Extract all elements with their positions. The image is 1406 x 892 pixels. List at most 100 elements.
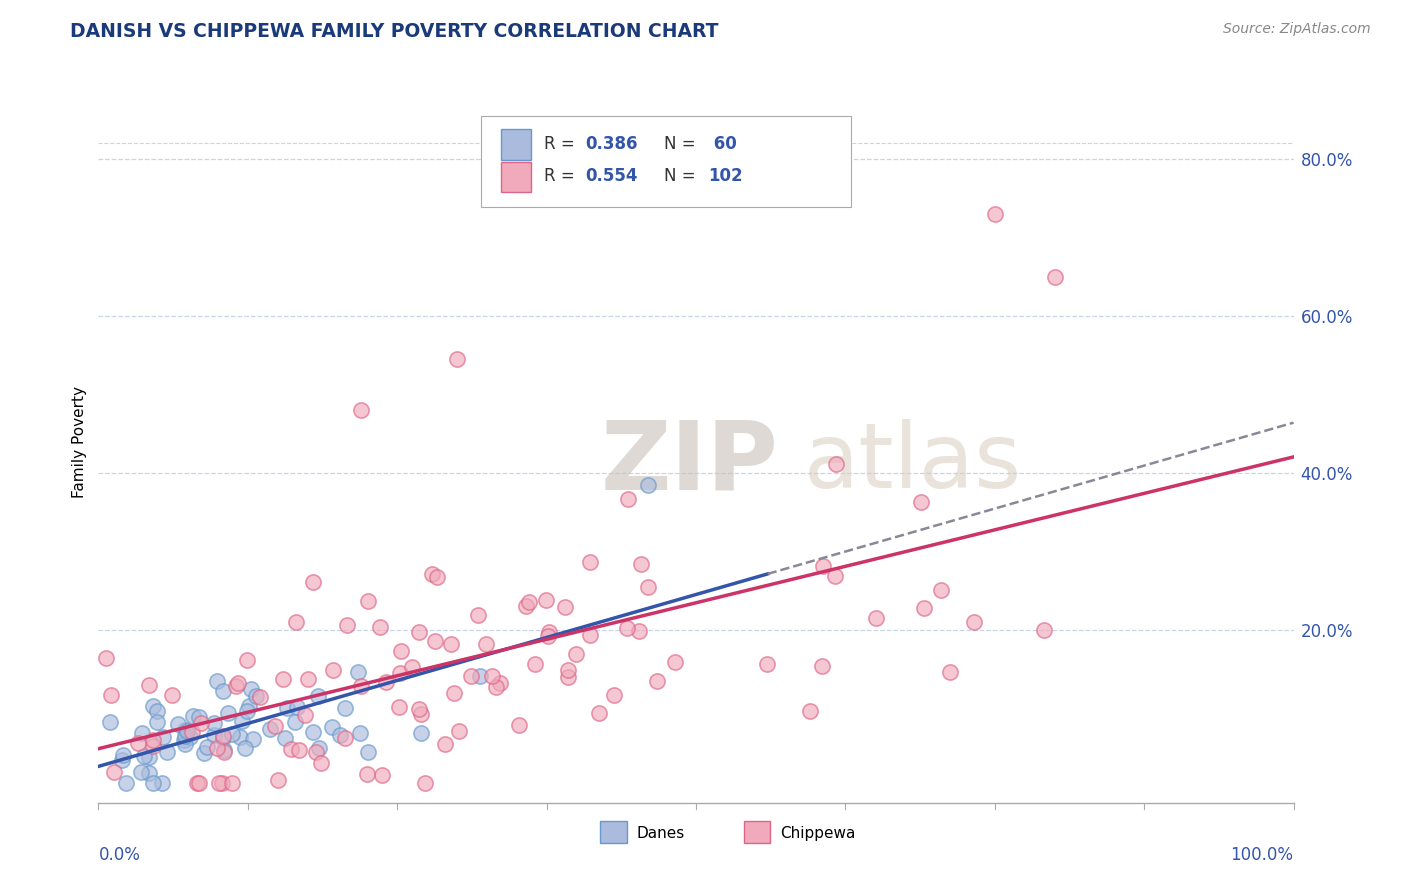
Text: Danes: Danes — [636, 826, 685, 841]
Point — [212, 731, 235, 745]
Point — [142, 776, 165, 790]
Text: R =: R = — [544, 168, 581, 186]
Point — [350, 403, 373, 417]
Point — [202, 715, 225, 730]
Point — [208, 776, 231, 790]
Point — [152, 730, 174, 744]
Point — [221, 727, 243, 741]
Point — [929, 582, 952, 597]
Point — [138, 766, 160, 780]
Point — [408, 624, 430, 639]
Point — [211, 683, 233, 698]
Point — [187, 776, 209, 790]
Text: Source: ZipAtlas.com: Source: ZipAtlas.com — [1223, 22, 1371, 37]
Point — [537, 629, 560, 643]
Point — [245, 689, 267, 703]
Point — [249, 690, 271, 705]
Point — [212, 729, 235, 743]
Bar — [600, 821, 627, 843]
Point — [236, 653, 259, 667]
Point — [98, 714, 121, 729]
Point — [221, 776, 243, 790]
Point — [226, 675, 249, 690]
Point — [347, 665, 370, 680]
Bar — [744, 821, 770, 843]
Point — [984, 207, 1007, 221]
Point — [470, 669, 492, 683]
Point — [508, 718, 530, 732]
Point — [181, 725, 204, 739]
Point — [356, 766, 378, 780]
Point — [420, 566, 443, 581]
Point — [489, 676, 512, 690]
Text: R =: R = — [544, 135, 581, 153]
Point — [426, 570, 449, 584]
Text: ZIP: ZIP — [600, 417, 779, 509]
Point — [357, 745, 380, 759]
Bar — [501, 129, 531, 160]
Point — [273, 731, 295, 745]
Point — [910, 495, 932, 509]
Point — [637, 477, 659, 491]
Point — [307, 689, 329, 703]
Text: 100.0%: 100.0% — [1230, 847, 1294, 864]
Point — [233, 740, 256, 755]
Point — [799, 704, 821, 718]
Point — [485, 681, 508, 695]
Point — [280, 742, 302, 756]
Point — [131, 726, 153, 740]
Point — [824, 568, 846, 582]
Point — [645, 674, 668, 689]
Point — [190, 716, 212, 731]
Point — [557, 670, 579, 684]
Point — [481, 669, 503, 683]
Point — [112, 747, 135, 762]
Point — [388, 666, 411, 681]
Point — [294, 707, 316, 722]
Bar — [501, 162, 531, 193]
Point — [138, 677, 160, 691]
Point — [142, 739, 165, 753]
Point — [174, 737, 197, 751]
Point — [145, 714, 167, 729]
Point — [309, 756, 332, 770]
Point — [284, 715, 307, 730]
Point — [409, 726, 432, 740]
Point — [138, 750, 160, 764]
Point — [273, 673, 295, 687]
Point — [308, 741, 330, 756]
Point — [195, 740, 218, 755]
Point — [205, 740, 228, 755]
Point — [370, 768, 392, 782]
Point — [565, 647, 588, 661]
Point — [94, 651, 117, 665]
Point — [408, 702, 430, 716]
Point — [664, 655, 686, 669]
Point — [173, 732, 195, 747]
Point — [537, 625, 560, 640]
Point — [425, 634, 447, 648]
Point — [188, 710, 211, 724]
Point — [205, 673, 228, 688]
Point — [129, 765, 152, 780]
Point — [350, 679, 373, 693]
Text: 102: 102 — [709, 168, 742, 186]
Point — [434, 737, 457, 751]
Point — [825, 458, 848, 472]
Point — [616, 621, 638, 635]
Point — [302, 575, 325, 590]
Point — [239, 681, 262, 696]
Point — [264, 719, 287, 733]
Point — [637, 580, 659, 594]
Text: 60: 60 — [709, 135, 737, 153]
Point — [162, 688, 184, 702]
Point — [349, 726, 371, 740]
Point — [630, 557, 652, 571]
Point — [579, 555, 602, 569]
Point — [588, 706, 610, 721]
Text: DANISH VS CHIPPEWA FAMILY POVERTY CORRELATION CHART: DANISH VS CHIPPEWA FAMILY POVERTY CORREL… — [70, 22, 718, 41]
Point — [100, 688, 122, 702]
Point — [127, 736, 149, 750]
Point — [132, 748, 155, 763]
Point — [259, 722, 281, 736]
